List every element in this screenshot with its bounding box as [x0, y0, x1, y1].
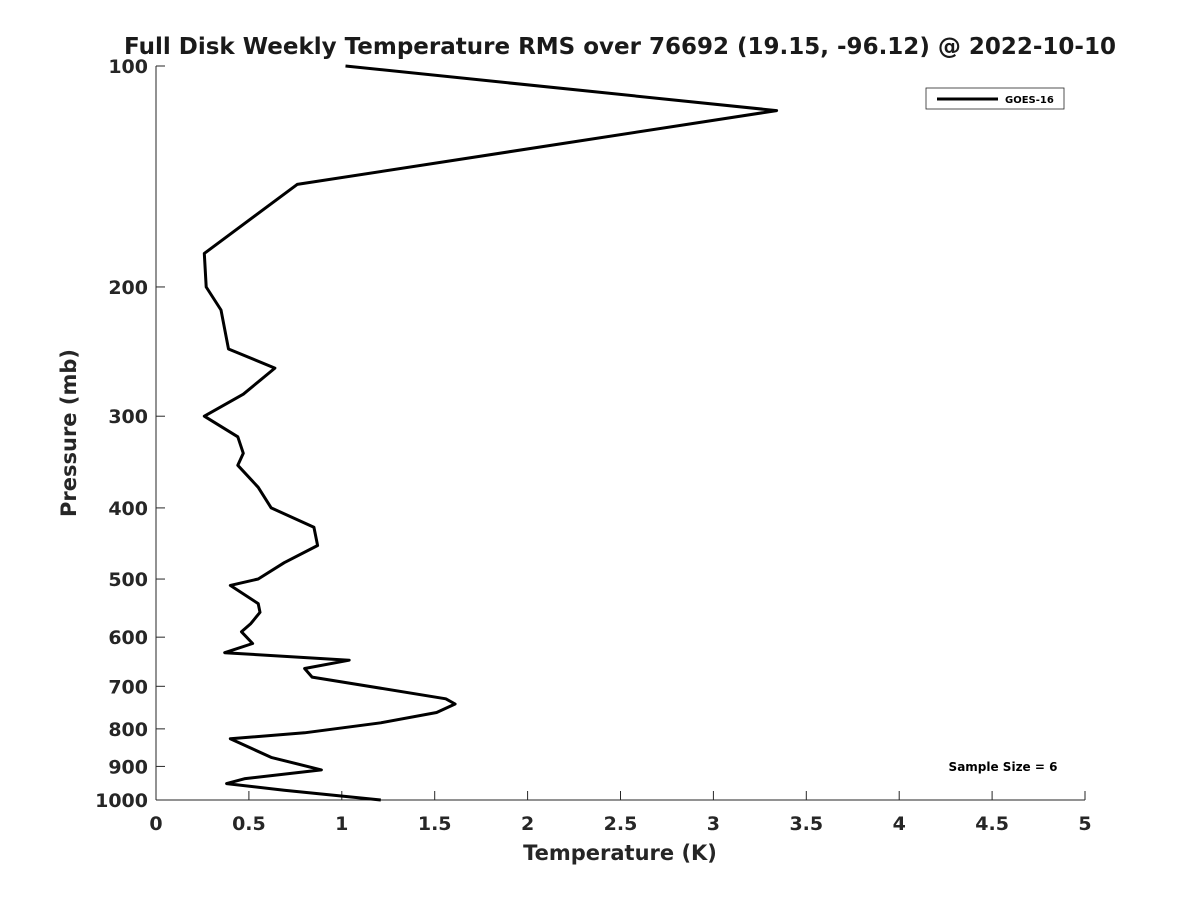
y-tick-label: 400 [108, 498, 148, 520]
y-tick-label: 800 [108, 719, 148, 741]
y-tick-label: 100 [108, 56, 148, 78]
x-axis-label: Temperature (K) [523, 841, 717, 865]
y-tick-label: 700 [108, 676, 148, 698]
y-tick-label: 1000 [95, 790, 148, 812]
x-tick-label: 3 [707, 813, 720, 835]
y-tick-label: 200 [108, 277, 148, 299]
x-tick-label: 4 [893, 813, 906, 835]
x-tick-label: 1 [335, 813, 348, 835]
legend-label-goes-16: GOES-16 [1005, 95, 1054, 106]
y-tick-label: 900 [108, 756, 148, 778]
y-tick-label: 500 [108, 569, 148, 591]
chart-title: Full Disk Weekly Temperature RMS over 76… [124, 34, 1116, 60]
y-ticks: 100 200 300 400 500 600 700 800 900 1000 [95, 56, 165, 812]
x-tick-label: 5 [1078, 813, 1091, 835]
y-axis-label: Pressure (mb) [57, 349, 81, 517]
x-ticks: 0 0.5 1 1.5 2 2.5 3 3.5 4 4.5 5 [149, 791, 1092, 835]
series-line-goes-16 [202, 64, 779, 802]
x-tick-label: 0.5 [232, 813, 266, 835]
x-tick-label: 0 [149, 813, 162, 835]
y-tick-label: 300 [108, 406, 148, 428]
y-tick-label: 600 [108, 627, 148, 649]
x-tick-label: 3.5 [789, 813, 823, 835]
sample-size-annotation: Sample Size = 6 [949, 760, 1058, 774]
x-tick-label: 2 [521, 813, 534, 835]
x-tick-label: 2.5 [604, 813, 638, 835]
x-tick-label: 4.5 [975, 813, 1009, 835]
x-tick-label: 1.5 [418, 813, 452, 835]
axes [155, 66, 1085, 801]
legend: GOES-16 [925, 87, 1065, 110]
series-layer [202, 64, 779, 802]
